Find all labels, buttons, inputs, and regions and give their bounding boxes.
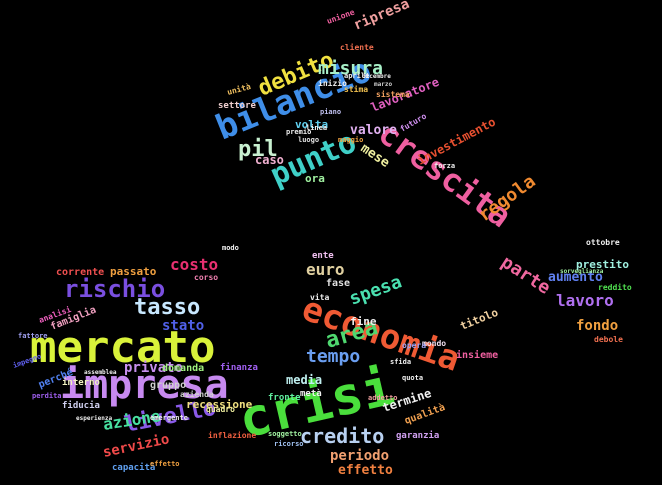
word-premio: premio <box>286 128 311 136</box>
word-assemblea: assemblea <box>84 369 117 376</box>
word-mercato: mercato <box>30 322 215 373</box>
word-aumento: aumento <box>548 270 603 285</box>
word-caso: caso <box>255 153 284 167</box>
word-euro: euro <box>306 260 345 279</box>
word-dicembre: dicembre <box>362 73 391 80</box>
word-maggio: maggio <box>338 136 363 144</box>
word-fronte: fronte <box>268 393 301 403</box>
word-sfida: sfida <box>390 358 411 366</box>
word-rischio: rischio <box>64 275 165 303</box>
word-ente: ente <box>312 251 334 261</box>
word-esperienza: esperienza <box>76 415 113 422</box>
word-marzo: marzo <box>374 81 392 88</box>
word-fine: fine <box>350 315 377 328</box>
word-quota: quota <box>402 374 423 382</box>
word-sistema: sistema <box>376 89 410 99</box>
word-ricorso: ricorso <box>274 440 304 448</box>
word-soggetto: soggetto <box>268 430 302 438</box>
word-sorveglianza: sorveglianza <box>560 268 604 275</box>
word-stato: stato <box>162 318 204 334</box>
word-meta: metà <box>300 389 322 399</box>
word-passato: passato <box>110 265 157 278</box>
word-addetto: addetto <box>368 394 398 402</box>
word-emergente: emergente <box>150 414 188 422</box>
word-mondo: mondo <box>422 339 446 348</box>
word-stima: stima <box>344 84 368 94</box>
word-fondo: fondo <box>576 318 618 334</box>
word-finanza: finanza <box>220 362 258 373</box>
word-effetto: effetto <box>338 463 393 478</box>
word-periodo: periodo <box>330 448 389 464</box>
word-modo: modo <box>222 244 239 252</box>
word-linea: linea <box>306 124 327 132</box>
word-impresa: impresa <box>60 362 229 408</box>
word-garanzia: garanzia <box>396 430 439 441</box>
word-recessione: recessione <box>186 398 253 411</box>
word-debole: debole <box>594 335 623 344</box>
word-piano: piano <box>320 108 341 116</box>
word-perdita: perdita <box>32 392 62 400</box>
word-cliente: cliente <box>340 42 374 52</box>
word-luogo: luogo <box>298 136 319 144</box>
word-misura: misura <box>318 58 383 79</box>
word-opera: opera <box>402 341 426 350</box>
word-inizio: inizio <box>318 78 347 88</box>
word-privato: privato <box>124 360 183 376</box>
word-media: media <box>286 373 322 387</box>
word-lavoro: lavoro <box>556 291 614 310</box>
word-vita: vita <box>310 292 329 302</box>
word-corrente: corrente <box>56 267 104 278</box>
word-tempo: tempo <box>306 346 360 367</box>
word-reddito: reddito <box>598 282 632 292</box>
word-inflazione: inflazione <box>208 430 256 440</box>
word-capacita: capacità <box>112 462 155 473</box>
word-parte: parte <box>497 252 554 299</box>
word-fattore: fattore <box>18 332 48 340</box>
word-domanda: domanda <box>162 363 204 374</box>
word-gruppo: gruppo <box>150 380 186 391</box>
word-aprile: aprile <box>344 72 369 80</box>
word-forza: forza <box>434 162 455 170</box>
word-settore: settore <box>218 101 257 111</box>
word-volta: volta <box>295 118 328 131</box>
word-interno: interno <box>62 377 100 388</box>
word-titolo: titolo <box>458 306 500 333</box>
word-spesa: spesa <box>347 271 405 309</box>
word-fase: fase <box>326 278 350 289</box>
word-quadro: quadro <box>206 405 235 414</box>
word-corso: corso <box>194 273 218 282</box>
word-unita: unità <box>226 81 252 97</box>
word-costo: costo <box>170 255 218 274</box>
word-valore: valore <box>350 123 397 138</box>
word-ora: ora <box>305 172 325 185</box>
word-credito: credito <box>300 424 384 448</box>
word-fiducia: fiducia <box>62 400 100 411</box>
word-effetto: effetto <box>150 460 180 468</box>
word-pil: pil <box>238 137 278 162</box>
word-ripresa: ripresa <box>351 0 412 34</box>
word-azienda: azienda <box>180 389 214 399</box>
word-insieme: insieme <box>456 349 498 361</box>
word-prestito: prestito <box>576 258 629 271</box>
word-tasso: tasso <box>134 295 200 320</box>
word-ottobre: ottobre <box>586 238 620 247</box>
word-unione: unione <box>325 7 356 26</box>
